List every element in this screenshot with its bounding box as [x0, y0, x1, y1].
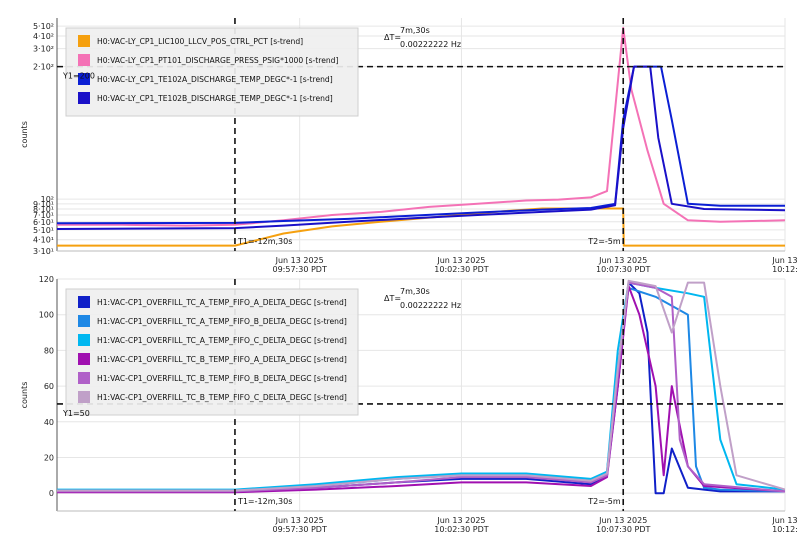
y-tick-label: 6·10¹	[33, 218, 54, 227]
y-tick-label: 7·10¹	[33, 211, 54, 220]
y-tick-label: 60	[44, 382, 54, 391]
x-tick-label-date: Jun 13	[771, 256, 797, 265]
delta-t-value: 7m,30s	[400, 26, 430, 35]
y-axis-label: counts	[20, 382, 29, 409]
y-tick-label: 100	[39, 311, 54, 320]
legend-swatch	[78, 353, 90, 365]
x-tick-label-time: 09:57:30 PDT	[272, 265, 326, 274]
frequency-value: 0.00222222 Hz	[400, 40, 461, 49]
y-tick-label: 9·10¹	[33, 200, 54, 209]
legend-swatch	[78, 296, 90, 308]
legend-swatch	[78, 391, 90, 403]
y1-cursor-label: Y1=200	[62, 72, 95, 81]
series-line-3	[57, 65, 785, 225]
legend-swatch	[78, 73, 90, 85]
delta-t-value: 7m,30s	[400, 287, 430, 296]
x-tick-label-time: 09:57:30 PDT	[272, 525, 326, 534]
x-tick-label-date: Jun 13 2025	[598, 516, 647, 525]
y-tick-label: 80	[44, 346, 54, 355]
legend-label: H1:VAC-CP1_OVERFILL_TC_A_TEMP_FIFO_C_DEL…	[97, 336, 347, 345]
series-line-4	[57, 65, 785, 230]
x-tick-label-date: Jun 13 2025	[436, 516, 485, 525]
y-tick-label: 4·10²	[33, 32, 54, 41]
legend-label: H1:VAC-CP1_OVERFILL_TC_A_TEMP_FIFO_B_DEL…	[97, 317, 347, 326]
legend-label: H0:VAC-LY_CP1_LIC100_LLCV_POS_CTRL_PCT […	[97, 37, 303, 46]
series-group	[57, 279, 785, 495]
t2-cursor-label: T2=-5m	[587, 237, 621, 246]
y-tick-label: 10²	[41, 195, 54, 204]
legend-swatch	[78, 372, 90, 384]
t1-cursor-label: T1=-12m,30s	[237, 237, 292, 246]
y-tick-label: 120	[39, 275, 54, 284]
legend-label: H0:VAC-LY_CP1_TE102B_DISCHARGE_TEMP_DEGC…	[97, 94, 333, 103]
x-tick-label-date: Jun 13 2025	[436, 256, 485, 265]
t1-cursor-label: T1=-12m,30s	[237, 497, 292, 506]
legend-label: H1:VAC-CP1_OVERFILL_TC_B_TEMP_FIFO_B_DEL…	[97, 374, 347, 383]
y-tick-label: 8·10¹	[33, 205, 54, 214]
x-tick-label-time: 10:02:30 PDT	[434, 265, 488, 274]
y-tick-label: 5·10²	[33, 22, 54, 31]
y-tick-label: 20	[44, 453, 54, 462]
y-tick-label: 5·10¹	[33, 226, 54, 235]
legend-box	[65, 288, 359, 416]
y-tick-label: 3·10¹	[33, 247, 54, 256]
x-tick-label-time: 10:02:30 PDT	[434, 525, 488, 534]
x-tick-label-time: 10:07:30 PDT	[596, 265, 650, 274]
legend-swatch	[78, 54, 90, 66]
x-tick-label-date: Jun 13 2025	[275, 516, 324, 525]
y-tick-label: 3·10²	[33, 45, 54, 54]
legend-label: H0:VAC-LY_CP1_TE102A_DISCHARGE_TEMP_DEGC…	[97, 75, 333, 84]
frequency-value: 0.00222222 Hz	[400, 301, 461, 310]
y-tick-label: 2·10²	[33, 63, 54, 72]
legend-swatch	[78, 35, 90, 47]
t2-cursor-label: T2=-5m	[587, 497, 621, 506]
y-axis-label: counts	[20, 121, 29, 148]
x-tick-label-time: 10:12:	[772, 525, 798, 534]
legend-swatch	[78, 334, 90, 346]
series-line-2	[57, 26, 785, 227]
y-tick-label: 0	[49, 489, 54, 498]
x-tick-label-date: Jun 13 2025	[598, 256, 647, 265]
legend-label: H0:VAC-LY_CP1_PT101_DISCHARGE_PRESS_PSIG…	[97, 56, 339, 65]
x-tick-label-date: Jun 13 2025	[275, 256, 324, 265]
delta-t-label: ΔT=	[384, 294, 401, 303]
legend-label: H1:VAC-CP1_OVERFILL_TC_B_TEMP_FIFO_A_DEL…	[97, 355, 347, 364]
x-tick-label-date: Jun 13	[771, 516, 797, 525]
y-tick-label: 40	[44, 418, 54, 427]
series-line-6	[57, 279, 785, 492]
x-tick-label-time: 10:12:	[772, 265, 798, 274]
legend-label: H1:VAC-CP1_OVERFILL_TC_A_TEMP_FIFO_A_DEL…	[97, 298, 347, 307]
legend-swatch	[78, 92, 90, 104]
legend-swatch	[78, 315, 90, 327]
y1-cursor-label: Y1=50	[62, 409, 90, 418]
y-tick-label: 4·10¹	[33, 236, 54, 245]
legend-box	[65, 27, 359, 117]
x-tick-label-time: 10:07:30 PDT	[596, 525, 650, 534]
delta-t-label: ΔT=	[384, 33, 401, 42]
legend-label: H1:VAC-CP1_OVERFILL_TC_B_TEMP_FIFO_C_DEL…	[97, 393, 347, 402]
